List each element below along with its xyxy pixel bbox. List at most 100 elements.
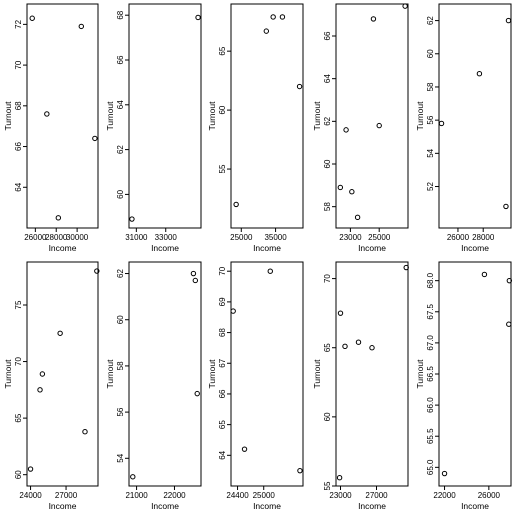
data-point: [337, 184, 344, 191]
data-point: [190, 270, 197, 277]
data-point: [194, 390, 200, 397]
x-axis-label: Income: [253, 243, 281, 253]
y-axis-label: Turnout: [312, 359, 322, 389]
y-tick-label: 55: [218, 164, 227, 173]
plot-frame: [335, 261, 409, 487]
data-point: [337, 310, 344, 316]
data-point: [55, 215, 62, 221]
y-axis-label: Turnout: [3, 101, 13, 131]
data-point: [192, 277, 199, 284]
plot-frame: [128, 261, 202, 487]
y-tick-label: 60: [14, 470, 23, 479]
plot-frame: [230, 261, 304, 487]
y-tick-label: 60: [323, 159, 332, 168]
x-axis-label: Income: [151, 501, 179, 511]
y-tick-label: 65.5: [426, 428, 435, 444]
data-point: [297, 467, 303, 474]
x-tick-label: 27000: [55, 491, 78, 500]
x-tick-label: 30000: [66, 233, 89, 242]
x-axis-label: Income: [49, 243, 77, 253]
data-point: [29, 15, 35, 21]
y-axis-label: Turnout: [3, 359, 13, 389]
data-point: [92, 135, 98, 142]
y-tick-label: 72: [14, 19, 23, 28]
x-tick-label: 31000: [125, 233, 148, 242]
y-tick-label: 65: [218, 46, 227, 55]
data-point: [506, 277, 513, 284]
y-tick-label: 67: [218, 358, 227, 367]
scatter-panel-9: 23000 27000 55 60 65 70 Income Turnout: [312, 261, 409, 511]
data-point: [336, 475, 343, 481]
y-axis-label: Turnout: [105, 101, 115, 131]
data-point: [82, 428, 88, 435]
x-tick-label: 26000: [478, 491, 501, 500]
data-point: [354, 214, 361, 221]
x-tick-label: 33000: [155, 233, 178, 242]
y-tick-label: 58: [426, 82, 435, 91]
y-tick-label: 67.0: [426, 335, 435, 351]
scatter-panel-10: 22000 26000 65.0 65.5 66.0 66.5 67.0 67.5 68.0 In…: [415, 261, 513, 511]
x-axis-label: Income: [253, 501, 281, 511]
x-axis-label: Income: [461, 501, 489, 511]
data-point: [279, 14, 286, 20]
data-point: [57, 330, 63, 336]
y-axis-label: Turnout: [312, 101, 322, 131]
y-tick-label: 64: [323, 74, 332, 83]
x-tick-label: 24000: [19, 491, 42, 500]
plot-frame: [438, 261, 512, 487]
y-tick-label: 70: [14, 60, 23, 69]
y-axis-label: Turnout: [207, 101, 217, 131]
plot-frame: [335, 3, 409, 229]
data-point: [195, 14, 201, 21]
data-point: [349, 189, 355, 195]
y-tick-label: 70: [14, 357, 23, 366]
x-axis-label: Income: [151, 243, 179, 253]
data-point: [355, 339, 362, 345]
x-tick-label: 22000: [163, 491, 186, 500]
y-tick-label: 62: [426, 16, 435, 25]
plot-frame: [26, 261, 99, 487]
y-tick-label: 66: [14, 142, 23, 151]
data-point: [481, 271, 488, 278]
data-point: [129, 216, 135, 222]
x-tick-label: 21000: [125, 491, 148, 500]
data-point: [441, 470, 448, 477]
data-point: [27, 466, 34, 472]
y-tick-label: 66: [116, 55, 125, 64]
y-tick-label: 58: [116, 361, 125, 370]
data-point: [44, 111, 50, 117]
y-axis-label: Turnout: [415, 359, 425, 389]
x-axis-label: Income: [461, 243, 489, 253]
y-tick-label: 54: [426, 148, 435, 157]
y-tick-label: 66: [323, 31, 332, 40]
x-tick-label: 23000: [329, 491, 352, 500]
y-tick-label: 69: [218, 297, 227, 306]
data-point: [342, 343, 348, 350]
data-point: [505, 17, 512, 24]
y-tick-label: 66.5: [426, 366, 435, 382]
x-tick-label: 28000: [45, 233, 68, 242]
scatter-panel-5: 26000 28000 52 54 56 58 60 62 Income Turnout: [415, 3, 512, 253]
y-tick-label: 60: [218, 105, 227, 114]
x-tick-label: 28000: [472, 233, 495, 242]
y-tick-label: 65.0: [426, 459, 435, 475]
x-axis-label: Income: [358, 501, 386, 511]
x-tick-label: 26000: [24, 233, 47, 242]
data-point: [506, 321, 512, 327]
scatter-panel-4: 23000 25000 58 60 62 64 66 Income Turnout: [312, 3, 409, 253]
y-tick-label: 66: [218, 389, 227, 398]
scatter-panel-6: 24000 27000 60 65 70 75 Income Turnout: [3, 261, 100, 511]
data-point: [78, 23, 84, 30]
x-axis-label: Income: [358, 243, 386, 253]
data-point: [296, 83, 303, 90]
data-point: [267, 268, 273, 274]
scatter-panel-7: 21000 22000 54 56 58 60 62 Income Turnout: [105, 261, 202, 511]
data-point: [438, 120, 445, 127]
x-tick-label: 27000: [365, 491, 388, 500]
y-tick-label: 67.5: [426, 303, 435, 319]
scatter-panel-8: 24400 25000 64 65 66 67 68 69 70 Income Turnout: [207, 261, 304, 511]
plot-frame: [438, 3, 512, 229]
y-tick-label: 62: [323, 116, 332, 125]
y-tick-label: 52: [426, 182, 435, 191]
y-tick-label: 60: [426, 49, 435, 58]
